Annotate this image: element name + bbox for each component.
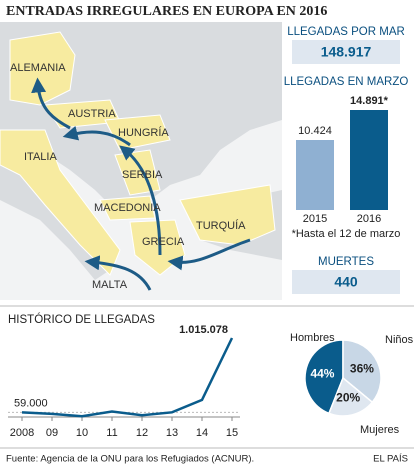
value-label: 59.000	[14, 397, 48, 409]
x-tick-label: 13	[166, 427, 178, 439]
map-label: HUNGRÍA	[118, 126, 169, 139]
x-tick-label: 09	[46, 427, 58, 439]
legend-label: Niños	[385, 334, 414, 346]
title: ENTRADAS IRREGULARES EN EUROPA EN 2016	[6, 4, 327, 19]
map-label: MALTA	[92, 279, 128, 291]
credit: EL PAÍS	[373, 454, 408, 465]
value-label: 14.891*	[350, 95, 389, 107]
x-tick-label: 15	[226, 427, 238, 439]
x-tick-label: 2015	[303, 213, 327, 225]
x-tick-label: 2016	[357, 213, 381, 225]
legend-label: Hombres	[290, 332, 335, 344]
map-label: GRECIA	[142, 236, 185, 248]
stat-box	[292, 40, 400, 64]
map	[0, 22, 282, 300]
stat-box	[292, 270, 400, 294]
pie-slice	[328, 376, 374, 417]
chart-title: LLEGADAS EN MARZO	[284, 76, 409, 88]
stat-value: 148.917	[321, 44, 372, 60]
map-label: ITALIA	[24, 151, 57, 163]
value-label: 36%	[350, 361, 374, 375]
map-label: MACEDONIA	[94, 202, 161, 214]
x-tick-label: 14	[196, 427, 208, 439]
bar	[296, 139, 334, 210]
stat-label: LLEGADAS POR MAR	[287, 26, 405, 38]
value-label: 20%	[336, 390, 360, 404]
value-label: 1.015.078	[179, 324, 228, 336]
stat-label: MUERTES	[318, 256, 374, 268]
value-label: 10.424	[298, 125, 332, 137]
x-tick-label: 10	[76, 427, 88, 439]
chart-title: HISTÓRICO DE LLEGADAS	[8, 313, 155, 326]
line	[21, 337, 234, 418]
map-label: SERBIA	[122, 169, 163, 181]
stat-value: 440	[334, 274, 358, 290]
source: Fuente: Agencia de la ONU para los Refug…	[6, 454, 254, 465]
map-label: TURQUÍA	[196, 219, 246, 232]
note: *Hasta el 12 de marzo	[292, 228, 401, 240]
bar	[350, 110, 388, 210]
pie-slice	[342, 339, 382, 404]
x-tick-label: 12	[136, 427, 148, 439]
map-label: ALEMANIA	[10, 62, 66, 74]
pie-slice	[304, 339, 344, 415]
value-label: 44%	[310, 366, 334, 380]
x-tick-label: 11	[106, 427, 117, 439]
map-label: AUSTRIA	[68, 108, 116, 120]
legend-label: Mujeres	[360, 424, 400, 436]
x-tick-label: 2008	[10, 427, 34, 439]
